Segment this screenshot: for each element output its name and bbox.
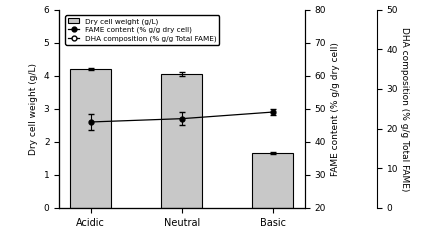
Y-axis label: FAME content (% g/g dry cell): FAME content (% g/g dry cell) bbox=[331, 42, 341, 176]
Bar bbox=[70, 69, 111, 208]
Y-axis label: DHA composition (% g/g Total FAME): DHA composition (% g/g Total FAME) bbox=[400, 27, 409, 191]
Bar bbox=[162, 74, 202, 208]
Bar bbox=[253, 153, 294, 208]
Y-axis label: Dry cell weight (g/L): Dry cell weight (g/L) bbox=[29, 63, 38, 155]
Legend: Dry cell weight (g/L), FAME content (% g/g dry cell), DHA composition (% g/g Tot: Dry cell weight (g/L), FAME content (% g… bbox=[65, 15, 219, 45]
